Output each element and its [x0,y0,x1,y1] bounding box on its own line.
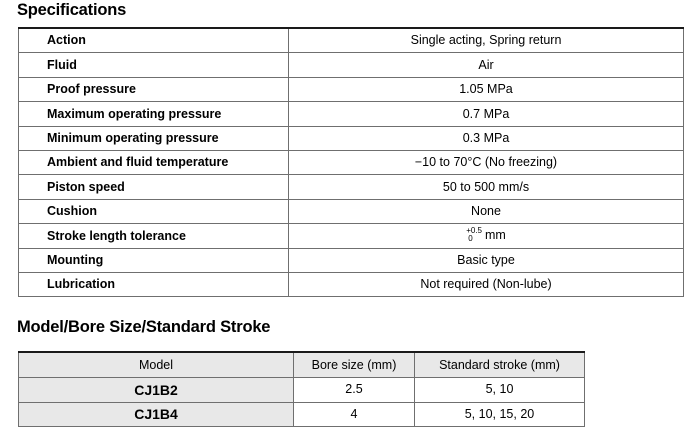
specifications-heading: Specifications [17,1,127,19]
spec-value-mounting: Basic type [288,247,684,273]
table-row: Lubrication Not required (Non-lube) [18,271,684,298]
column-header-standard-stroke: Standard stroke (mm) [414,351,585,378]
spec-label-minimum-operating-pressure: Minimum operating pressure [18,125,289,151]
model-table-head: Model Bore size (mm) Standard stroke (mm… [18,351,585,378]
spec-value-cushion: None [288,198,684,225]
spec-label-mounting: Mounting [18,247,289,273]
spec-label-action: Action [18,27,289,54]
spec-value-proof-pressure: 1.05 MPa [288,76,684,103]
spec-label-cushion: Cushion [18,198,289,225]
tolerance-upper: +0.5 [466,225,482,235]
bore-size-cj1b4: 4 [293,401,415,428]
spec-value-stroke-length-tolerance: +0.5 0 mm [288,223,684,249]
bore-size-cj1b2: 2.5 [293,376,415,403]
spec-label-piston-speed: Piston speed [18,174,289,200]
model-name-cj1b2: CJ1B2 [18,376,294,403]
spec-value-piston-speed: 50 to 500 mm/s [288,174,684,200]
table-row: Fluid Air [18,52,684,78]
model-bore-stroke-table: Model Bore size (mm) Standard stroke (mm… [18,351,585,428]
spec-label-lubrication: Lubrication [18,271,289,298]
spec-label-ambient-and-fluid-temperature: Ambient and fluid temperature [18,149,289,176]
column-header-bore-size: Bore size (mm) [293,351,415,378]
spec-value-lubrication: Not required (Non-lube) [288,271,684,298]
table-row: Mounting Basic type [18,247,684,273]
table-row: CJ1B2 2.5 5, 10 [18,376,585,403]
tolerance-fraction: +0.5 0 [466,225,482,244]
table-row: Proof pressure 1.05 MPa [18,76,684,103]
model-name-cj1b4: CJ1B4 [18,401,294,428]
tolerance-lower: 0 [468,234,473,244]
spec-value-minimum-operating-pressure: 0.3 MPa [288,125,684,151]
table-row: CJ1B4 4 5, 10, 15, 20 [18,401,585,428]
spec-label-maximum-operating-pressure: Maximum operating pressure [18,101,289,127]
standard-stroke-cj1b2: 5, 10 [414,376,585,403]
column-header-model: Model [18,351,294,378]
model-table-heading: Model/Bore Size/Standard Stroke [17,318,271,336]
specifications-table-body: Action Single acting, Spring return Flui… [18,27,684,298]
spec-label-fluid: Fluid [18,52,289,78]
table-row: Maximum operating pressure 0.7 MPa [18,101,684,127]
table-row: Piston speed 50 to 500 mm/s [18,174,684,200]
table-row: Ambient and fluid temperature −10 to 70°… [18,149,684,176]
model-table-body: CJ1B2 2.5 5, 10 CJ1B4 4 5, 10, 15, 20 [18,376,585,428]
table-row: Action Single acting, Spring return [18,27,684,54]
spec-value-maximum-operating-pressure: 0.7 MPa [288,101,684,127]
table-row: Minimum operating pressure 0.3 MPa [18,125,684,151]
spec-label-proof-pressure: Proof pressure [18,76,289,103]
spec-value-action: Single acting, Spring return [288,27,684,54]
table-row: Cushion None [18,198,684,225]
spec-label-stroke-length-tolerance: Stroke length tolerance [18,223,289,249]
tolerance-unit: mm [484,228,506,243]
spec-value-fluid: Air [288,52,684,78]
spec-value-ambient-and-fluid-temperature: −10 to 70°C (No freezing) [288,149,684,176]
table-row: Stroke length tolerance +0.5 0 mm [18,223,684,249]
table-header-row: Model Bore size (mm) Standard stroke (mm… [18,351,585,378]
specifications-table: Action Single acting, Spring return Flui… [18,27,684,298]
standard-stroke-cj1b4: 5, 10, 15, 20 [414,401,585,428]
